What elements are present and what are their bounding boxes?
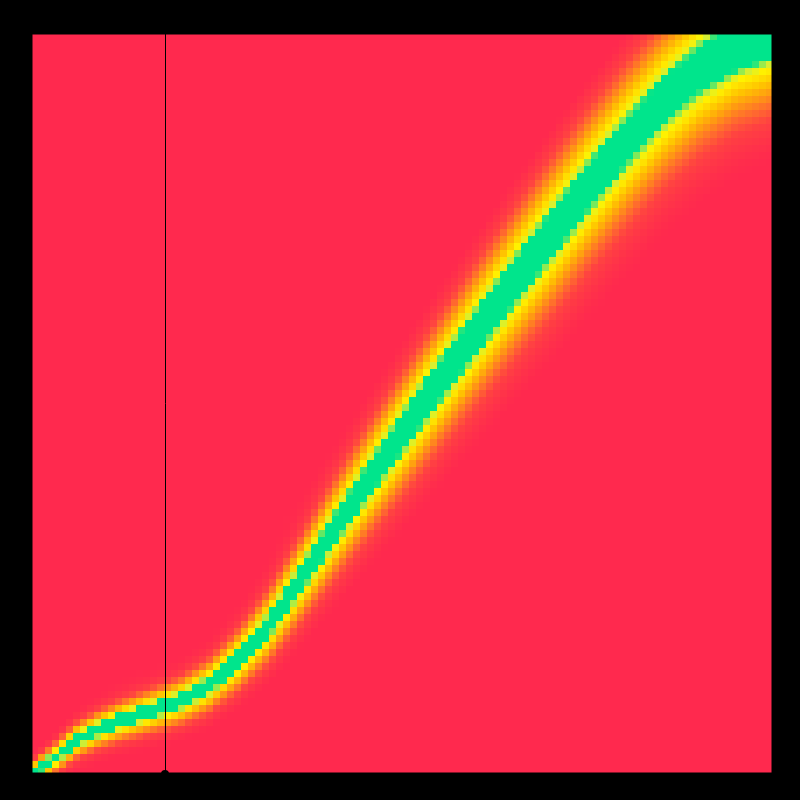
chart-container: TheBottleneck.com xyxy=(0,0,800,800)
heatmap-canvas xyxy=(0,0,800,800)
